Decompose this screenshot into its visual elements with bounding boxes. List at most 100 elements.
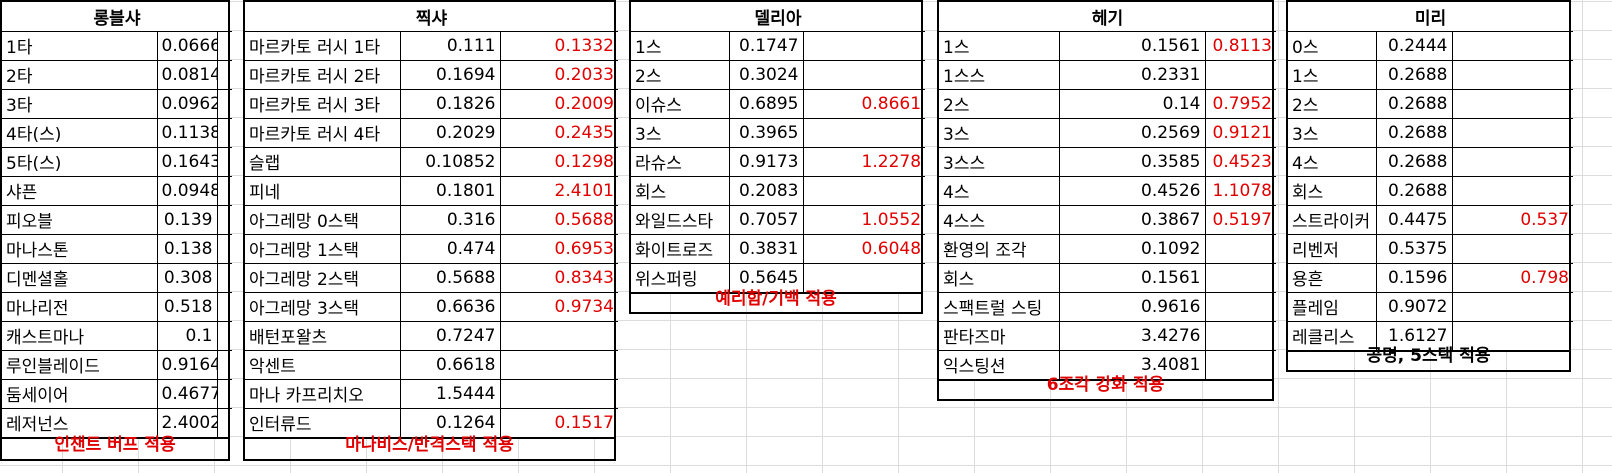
skill-name-cell: 위스퍼링 bbox=[631, 263, 730, 292]
skill-name-cell: 아그레망 2스택 bbox=[245, 263, 401, 293]
base-value-cell: 0.5645 bbox=[729, 263, 804, 292]
skill-name-cell: 3스 bbox=[939, 118, 1060, 148]
skill-name-cell: 회스 bbox=[1288, 176, 1377, 206]
table-jjiksha: 찍샤 마르카토 러시 1타 0.111 0.1332 마르카토 러시 2타 0.1694… bbox=[243, 0, 618, 439]
base-value-cell: 0.2029 bbox=[400, 118, 501, 148]
table-row: 아그레망 0스택 0.316 0.5688 bbox=[245, 205, 618, 235]
base-value-cell: 0.5375 bbox=[1376, 234, 1453, 264]
base-value-cell: 0.2688 bbox=[1376, 176, 1453, 206]
base-value-cell: 0.2688 bbox=[1376, 60, 1453, 90]
skill-name-cell: 1스 bbox=[1288, 60, 1377, 90]
skill-name-cell: 3타 bbox=[2, 89, 158, 119]
base-value-cell: 0.6636 bbox=[400, 292, 501, 322]
buffed-value-cell bbox=[1205, 263, 1276, 293]
buffed-value-cell bbox=[803, 31, 926, 61]
buffed-value-cell bbox=[1452, 234, 1573, 264]
skill-name-cell: 샤픈 bbox=[2, 176, 158, 206]
table-row: 마나스톤 0.138 bbox=[2, 234, 233, 264]
skill-name-cell: 4타(스) bbox=[2, 118, 158, 148]
skill-name-cell: 마르카토 러시 3타 bbox=[245, 89, 401, 119]
table-row: 플레임 0.9072 bbox=[1288, 292, 1573, 322]
buffed-value-cell: 1.1078 bbox=[1205, 176, 1276, 206]
table-row: 아그레망 1스택 0.474 0.6953 bbox=[245, 234, 618, 264]
buffed-value-cell: 0.7952 bbox=[1205, 89, 1276, 119]
buffed-value-cell: 2.4101 bbox=[500, 176, 618, 206]
table-row: 둠세이어 0.4677 bbox=[2, 379, 233, 409]
buffed-value-cell bbox=[1452, 118, 1573, 148]
base-value-cell: 0.2569 bbox=[1059, 118, 1206, 148]
base-value-cell: 0.9072 bbox=[1376, 292, 1453, 322]
buffed-value-cell: 0.2435 bbox=[500, 118, 618, 148]
base-value-cell: 0.0962 bbox=[157, 89, 218, 119]
empty-cell bbox=[217, 379, 233, 409]
base-value-cell: 0.0814 bbox=[157, 60, 218, 90]
table-row: 레클리스 1.6127 bbox=[1288, 321, 1573, 350]
base-value-cell: 0.0666 bbox=[157, 31, 218, 61]
base-value-cell: 0.7057 bbox=[729, 205, 804, 235]
table-row: 인터류드 0.1264 0.1517 bbox=[245, 408, 618, 437]
base-value-cell: 0.2688 bbox=[1376, 147, 1453, 177]
skill-name-cell: 1스 bbox=[939, 31, 1060, 61]
buffed-value-cell bbox=[803, 118, 926, 148]
buffed-value-cell bbox=[803, 176, 926, 206]
empty-cell bbox=[217, 89, 233, 119]
empty-cell bbox=[217, 205, 233, 235]
buffed-value-cell bbox=[803, 60, 926, 90]
table-row: 레저넌스 2.4002 bbox=[2, 408, 232, 437]
table-rongbl: 롱블샤 1타 0.0666 2타 0.0814 3타 0.0962 4타(스) 0.1138 5… bbox=[0, 0, 233, 439]
skill-name-cell: 아그레망 3스택 bbox=[245, 292, 401, 322]
table-row: 위스퍼링 0.5645 bbox=[631, 263, 925, 292]
skill-name-cell: 마르카토 러시 4타 bbox=[245, 118, 401, 148]
base-value-cell: 0.14 bbox=[1059, 89, 1206, 119]
base-value-cell: 0.7247 bbox=[400, 321, 501, 351]
buffed-value-cell: 0.537 bbox=[1452, 205, 1573, 235]
table-row: 1스스 0.2331 bbox=[939, 60, 1276, 90]
skill-name-cell: 5타(스) bbox=[2, 147, 158, 177]
table-row: 슬랩 0.10852 0.1298 bbox=[245, 147, 618, 177]
skill-name-cell: 4스 bbox=[939, 176, 1060, 206]
table-row: 2스 0.3024 bbox=[631, 60, 926, 90]
buffed-value-cell: 0.2009 bbox=[500, 89, 618, 119]
table-row: 와일드스타 0.7057 1.0552 bbox=[631, 205, 926, 235]
empty-cell bbox=[217, 176, 233, 206]
table-footer-jjiksha: 마나비스/반격스택 적용 bbox=[345, 435, 514, 455]
buffed-value-cell: 0.1517 bbox=[554, 412, 614, 433]
base-value-cell: 0.316 bbox=[400, 205, 501, 235]
table-title: 헤기 bbox=[939, 2, 1276, 32]
table-row: 4스스 0.3867 0.5197 bbox=[939, 205, 1276, 235]
table-row: 리벤저 0.5375 bbox=[1288, 234, 1573, 264]
base-value-cell: 2.4002 bbox=[157, 408, 218, 437]
buffed-value-cell bbox=[500, 350, 618, 380]
table-row: 루인블레이드 0.9164 bbox=[2, 350, 233, 380]
skill-name-cell: 환영의 조각 bbox=[939, 234, 1060, 264]
table-row: 스트라이커 0.4475 0.537 bbox=[1288, 205, 1573, 235]
base-value-cell: 0.1 bbox=[157, 321, 218, 351]
base-value-cell: 0.9164 bbox=[157, 350, 218, 380]
table-row: 악센트 0.6618 bbox=[245, 350, 618, 380]
buffed-value-cell bbox=[1205, 234, 1276, 264]
base-value-cell: 0.9616 bbox=[1059, 292, 1206, 322]
base-value-cell: 0.1643 bbox=[157, 147, 218, 177]
table-footer-rongbl: 인챈트 버프 적용 bbox=[54, 435, 176, 455]
buffed-value-cell bbox=[1452, 31, 1573, 61]
table-row: 디멘셜홀 0.308 bbox=[2, 263, 233, 293]
table-delia: 델리아 1스 0.1747 2스 0.3024 이슈스 0.6895 0.8661 3스 0.3… bbox=[629, 0, 926, 294]
table-row: 4타(스) 0.1138 bbox=[2, 118, 233, 148]
base-value-cell: 0.1264 bbox=[400, 408, 501, 437]
skill-name-cell: 마르카토 러시 1타 bbox=[245, 31, 401, 61]
skill-name-cell: 3스 bbox=[1288, 118, 1377, 148]
table-row: 3타 0.0962 bbox=[2, 89, 233, 119]
buffed-value-cell: 0.5688 bbox=[500, 205, 618, 235]
buffed-value-cell: 0.9121 bbox=[1205, 118, 1276, 148]
table-row: 환영의 조각 0.1092 bbox=[939, 234, 1276, 264]
table-row: 마르카토 러시 1타 0.111 0.1332 bbox=[245, 31, 618, 61]
table-row: 마나 카프리치오 1.5444 bbox=[245, 379, 618, 409]
skill-name-cell: 아그레망 0스택 bbox=[245, 205, 401, 235]
base-value-cell: 0.1596 bbox=[1376, 263, 1453, 293]
base-value-cell: 0.2688 bbox=[1376, 89, 1453, 119]
table-row: 1스 0.1747 bbox=[631, 31, 926, 61]
skill-name-cell: 마르카토 러시 2타 bbox=[245, 60, 401, 90]
skill-name-cell: 배턴포왈츠 bbox=[245, 321, 401, 351]
table-row: 익스팅션 3.4081 bbox=[939, 350, 1276, 379]
buffed-value-cell: 0.8113 bbox=[1205, 31, 1276, 61]
